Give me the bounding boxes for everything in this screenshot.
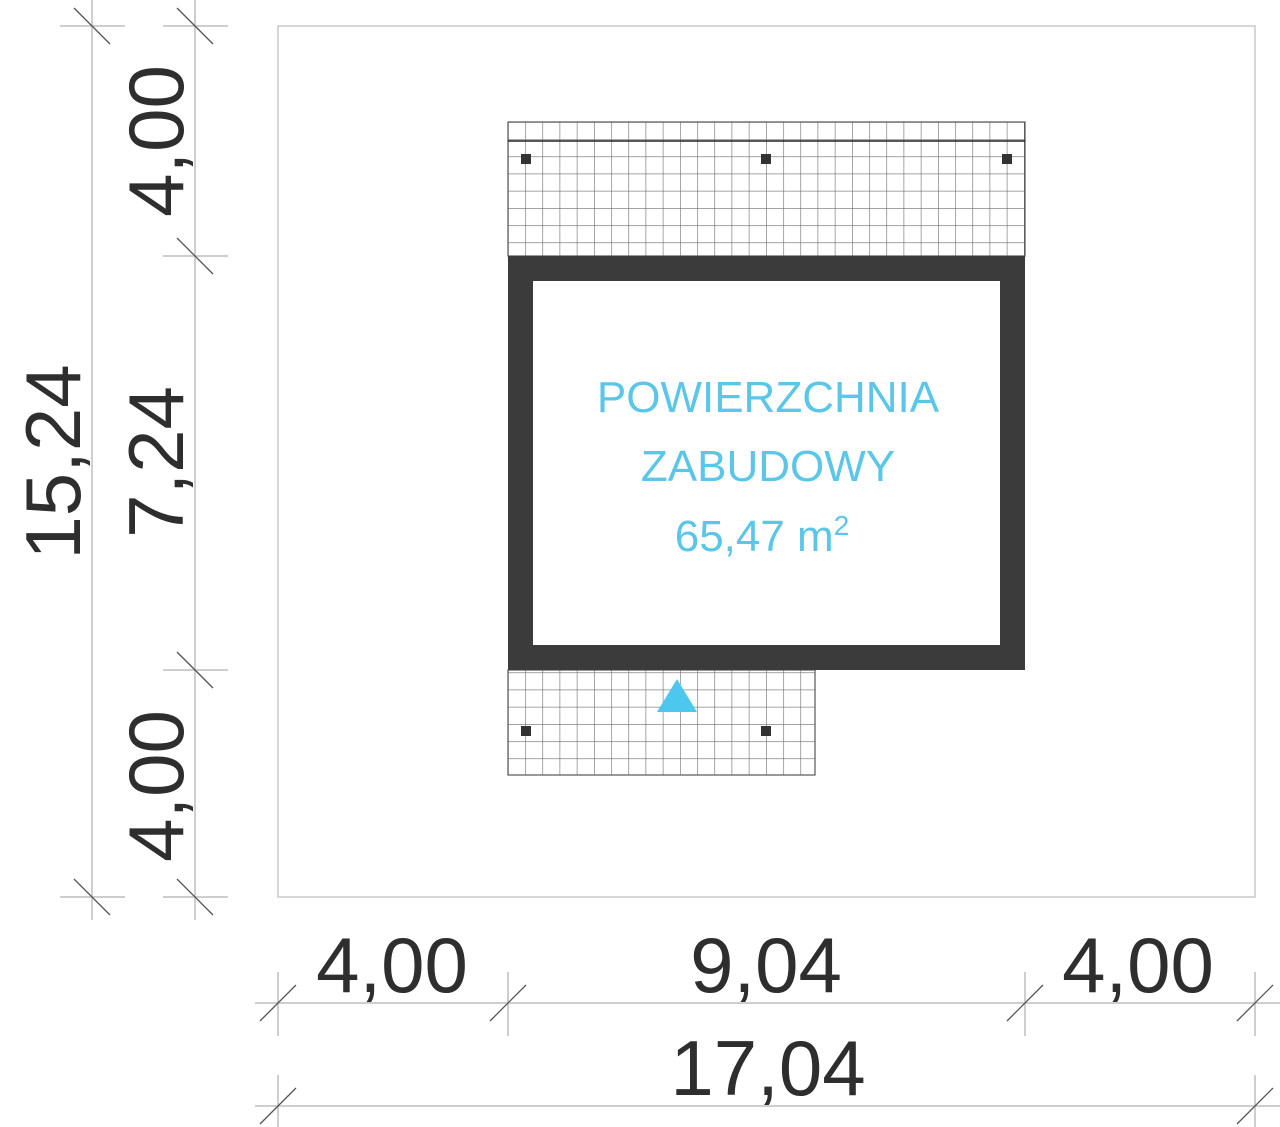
- area-unit-superscript: 2: [834, 510, 850, 541]
- left-dimension-lines: [60, 0, 228, 920]
- post-marker: [521, 154, 531, 164]
- plot-boundary: [277, 25, 1256, 898]
- post-marker: [761, 726, 771, 736]
- dim-bottom-middle: 9,04: [690, 921, 842, 1009]
- dim-left-middle: 7,24: [112, 386, 200, 538]
- entrance-triangle-icon: [657, 679, 697, 712]
- post-marker: [1002, 154, 1012, 164]
- dim-bottom-left: 4,00: [316, 921, 468, 1009]
- post-marker: [521, 726, 531, 736]
- top-terrace: [507, 121, 1026, 257]
- dim-left-total: 15,24: [9, 364, 97, 559]
- area-value: 65,47 m2: [675, 510, 850, 561]
- dim-left-bottom: 4,00: [112, 710, 200, 862]
- entrance-terrace: [507, 669, 816, 776]
- dim-left-top: 4,00: [112, 65, 200, 217]
- area-number: 65,47 m: [675, 512, 834, 561]
- dim-bottom-right: 4,00: [1062, 921, 1214, 1009]
- post-marker: [761, 154, 771, 164]
- building-footprint: POWIERZCHNIA ZABUDOWY 65,47 m2: [508, 256, 1025, 670]
- bottom-dimension-lines: [255, 972, 1280, 1127]
- dim-bottom-total: 17,04: [670, 1024, 865, 1112]
- label-line2: ZABUDOWY: [641, 442, 895, 491]
- label-line1: POWIERZCHNIA: [597, 373, 940, 422]
